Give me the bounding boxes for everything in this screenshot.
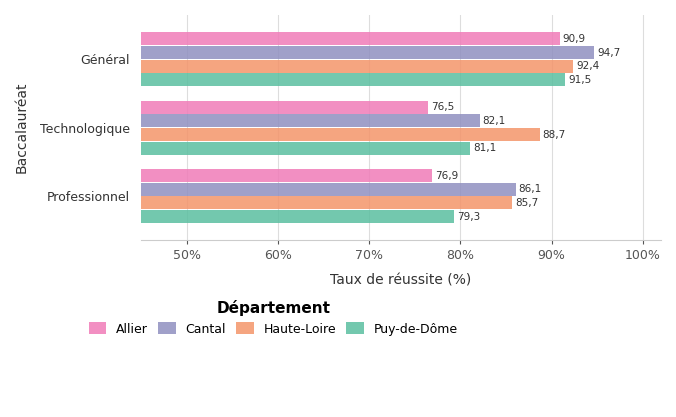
Text: 86,1: 86,1 <box>518 184 542 194</box>
Text: 76,9: 76,9 <box>435 171 458 181</box>
Bar <box>141 73 565 86</box>
Bar <box>141 114 479 127</box>
Bar <box>141 183 516 196</box>
Bar <box>141 128 539 141</box>
X-axis label: Taux de réussite (%): Taux de réussite (%) <box>331 274 472 288</box>
Y-axis label: Baccalauréat: Baccalauréat <box>15 82 29 173</box>
Legend: Allier, Cantal, Haute-Loire, Puy-de-Dôme: Allier, Cantal, Haute-Loire, Puy-de-Dôme <box>85 296 462 339</box>
Text: 92,4: 92,4 <box>576 61 600 71</box>
Text: 82,1: 82,1 <box>482 116 506 126</box>
Text: 88,7: 88,7 <box>542 130 566 140</box>
Text: 94,7: 94,7 <box>597 48 621 58</box>
Bar <box>141 101 429 114</box>
Text: 76,5: 76,5 <box>431 102 454 112</box>
Bar <box>141 46 594 59</box>
Text: 81,1: 81,1 <box>473 143 496 153</box>
Bar <box>141 196 512 209</box>
Bar <box>141 33 560 45</box>
Bar <box>141 142 470 155</box>
Bar <box>141 210 454 223</box>
Bar <box>141 60 573 73</box>
Text: 79,3: 79,3 <box>457 211 480 221</box>
Bar <box>141 169 432 182</box>
Text: 85,7: 85,7 <box>515 198 538 208</box>
Text: 91,5: 91,5 <box>568 75 592 85</box>
Text: 90,9: 90,9 <box>562 34 585 44</box>
